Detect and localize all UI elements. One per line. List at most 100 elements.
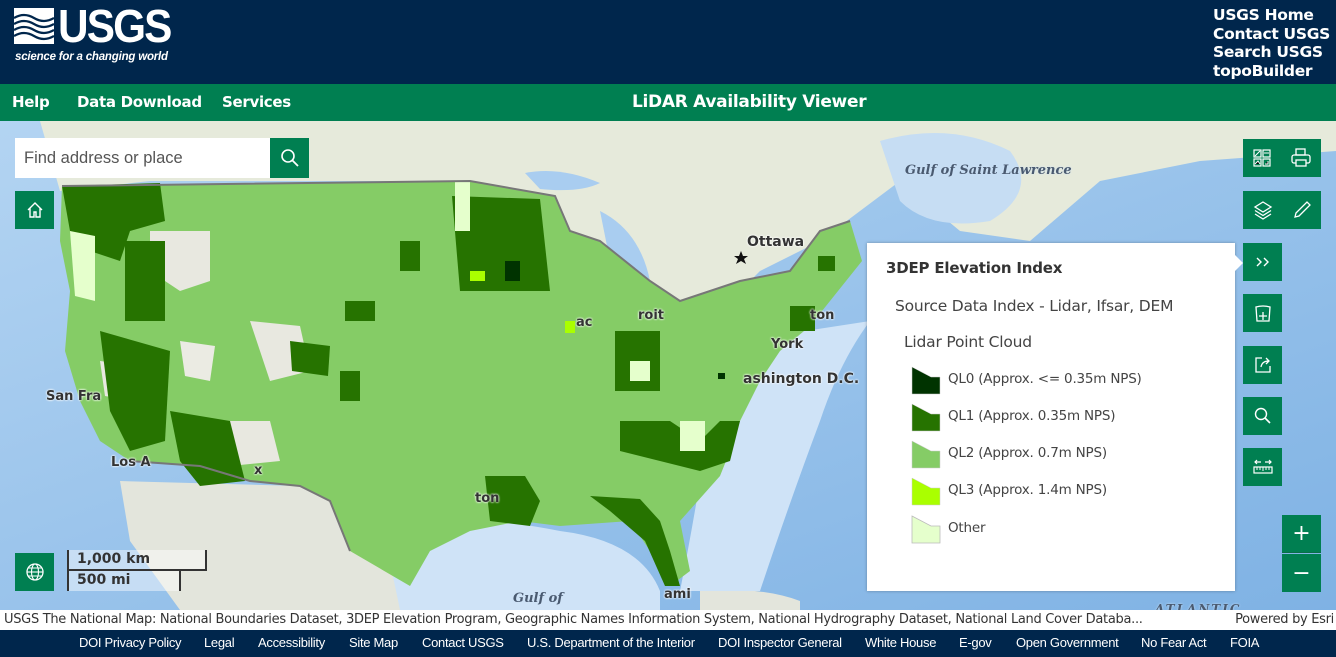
basemap-gallery-icon bbox=[1253, 149, 1271, 167]
share-icon bbox=[1254, 357, 1271, 373]
search-button[interactable] bbox=[270, 138, 309, 178]
legend-layer-name: Source Data Index - Lidar, Ifsar, DEM bbox=[895, 297, 1174, 315]
plus-icon: + bbox=[1292, 521, 1311, 546]
footer-link-us-department-interior[interactable]: U.S. Department of the Interior bbox=[527, 635, 695, 650]
legend-item-ql1: QL1 (Approx. 0.35m NPS) bbox=[911, 402, 1221, 432]
legend-item-ql0: QL0 (Approx. <= 0.35m NPS) bbox=[911, 365, 1221, 395]
legend-swatch-ql3-icon bbox=[911, 477, 941, 506]
basemap-gallery-button[interactable] bbox=[1252, 148, 1272, 168]
ruler-icon bbox=[1252, 459, 1273, 474]
footer-link-accessibility[interactable]: Accessibility bbox=[258, 635, 325, 650]
map-label-los-angeles: Los A bbox=[111, 455, 151, 470]
tool-group-2 bbox=[1243, 191, 1321, 229]
map-label-gulf-saint-lawrence: Gulf of Saint Lawrence bbox=[905, 163, 1072, 178]
zoom-in-button[interactable]: + bbox=[1282, 515, 1321, 553]
legend-label: QL2 (Approx. 0.7m NPS) bbox=[948, 445, 1107, 461]
link-topobuilder[interactable]: topoBuilder bbox=[1213, 61, 1313, 80]
map-label-gulf-of-mexico: Gulf of bbox=[513, 591, 563, 606]
legend-label: Other bbox=[948, 520, 986, 536]
footer-link-legal[interactable]: Legal bbox=[204, 635, 235, 650]
map-label-chicago: ac bbox=[576, 315, 593, 330]
scale-imperial: 500 mi bbox=[67, 571, 181, 591]
map-label-washington: ashington D.C. bbox=[743, 371, 860, 387]
legend-swatch-ql1-icon bbox=[911, 403, 941, 432]
link-usgs-home[interactable]: USGS Home bbox=[1213, 6, 1314, 24]
legend-swatch-ql0-icon bbox=[911, 366, 941, 395]
layers-button[interactable] bbox=[1252, 199, 1274, 221]
draw-button[interactable] bbox=[1291, 199, 1313, 221]
footer-link-foia[interactable]: FOIA bbox=[1230, 635, 1260, 650]
legend-sublayer-name: Lidar Point Cloud bbox=[904, 333, 1032, 351]
nav-help[interactable]: Help bbox=[12, 93, 50, 111]
footer-link-white-house[interactable]: White House bbox=[865, 635, 937, 650]
home-icon bbox=[27, 202, 42, 218]
add-layer-icon bbox=[1254, 305, 1271, 322]
search-icon bbox=[280, 149, 299, 167]
map-label-new-york: York bbox=[771, 337, 804, 352]
footer-link-open-government[interactable]: Open Government bbox=[1016, 635, 1119, 650]
link-search-usgs[interactable]: Search USGS bbox=[1213, 43, 1323, 61]
legend-swatch-other-icon bbox=[911, 515, 941, 544]
share-button[interactable] bbox=[1243, 346, 1282, 384]
tool-group-1 bbox=[1243, 139, 1321, 177]
home-button[interactable] bbox=[15, 191, 54, 229]
footer-link-e-gov[interactable]: E-gov bbox=[959, 635, 992, 650]
map-attribution: USGS The National Map: National Boundari… bbox=[0, 610, 1336, 630]
legend-title: 3DEP Elevation Index bbox=[886, 259, 1063, 277]
footer-link-doi-privacy-policy[interactable]: DOI Privacy Policy bbox=[79, 635, 182, 650]
app-title: LiDAR Availability Viewer bbox=[632, 92, 867, 112]
map-label-san-francisco: San Fra bbox=[46, 389, 102, 404]
map-label-atlantic: ATLANTIC bbox=[1155, 602, 1242, 610]
nav-services[interactable]: Services bbox=[222, 93, 291, 111]
search-widget bbox=[15, 138, 309, 178]
search-layers-button[interactable] bbox=[1243, 397, 1282, 435]
print-icon bbox=[1291, 148, 1311, 167]
zoom-out-button[interactable]: − bbox=[1282, 554, 1321, 592]
globe-icon bbox=[25, 563, 44, 581]
usgs-logo[interactable]: USGS science for a changing world bbox=[14, 2, 174, 68]
legend-label: QL1 (Approx. 0.35m NPS) bbox=[948, 408, 1116, 424]
legend-label: QL3 (Approx. 1.4m NPS) bbox=[948, 482, 1107, 498]
legend-item-ql2: QL2 (Approx. 0.7m NPS) bbox=[911, 439, 1221, 469]
basemap-toggle-button[interactable] bbox=[15, 553, 54, 591]
measure-button[interactable] bbox=[1243, 448, 1282, 486]
double-chevron-right-icon bbox=[1256, 257, 1269, 267]
print-button[interactable] bbox=[1290, 147, 1312, 169]
footer-link-site-map[interactable]: Site Map bbox=[349, 635, 398, 650]
link-contact-usgs[interactable]: Contact USGS bbox=[1213, 24, 1330, 43]
logo-tagline: science for a changing world bbox=[15, 51, 168, 63]
map-label-ottawa: Ottawa bbox=[747, 234, 805, 250]
legend-label: QL0 (Approx. <= 0.35m NPS) bbox=[948, 371, 1142, 387]
powered-by-esri[interactable]: Powered by Esri bbox=[1229, 610, 1334, 630]
footer-link-doi-inspector-general[interactable]: DOI Inspector General bbox=[718, 635, 842, 650]
map-label-boston: ton bbox=[810, 308, 835, 323]
logo-text: USGS bbox=[58, 0, 172, 52]
scale-bar: 1,000 km 500 mi bbox=[67, 550, 209, 592]
map-label-detroit: roit bbox=[638, 308, 665, 323]
header-links: USGS Home Contact USGS Search USGS topoB… bbox=[1213, 6, 1330, 80]
nav-data-download[interactable]: Data Download bbox=[77, 93, 202, 111]
legend-panel: 3DEP Elevation Index Source Data Index -… bbox=[867, 243, 1243, 591]
map-view[interactable]: Ottawa Gulf of Saint Lawrence ton York a… bbox=[0, 121, 1336, 610]
legend-swatch-ql2-icon bbox=[911, 440, 941, 469]
minus-icon: − bbox=[1292, 560, 1311, 586]
site-footer: DOI Privacy Policy Legal Accessibility S… bbox=[0, 630, 1336, 657]
footer-link-contact-usgs[interactable]: Contact USGS bbox=[422, 635, 504, 650]
layers-icon bbox=[1253, 201, 1272, 220]
legend-pointer bbox=[1235, 255, 1243, 271]
map-label-miami: ami bbox=[664, 587, 691, 602]
scale-metric-label: 1,000 km bbox=[77, 551, 151, 567]
map-label-houston: ton bbox=[475, 491, 500, 506]
map-label-phoenix: x bbox=[254, 463, 263, 478]
add-data-button[interactable] bbox=[1243, 294, 1282, 332]
usgs-wave-icon bbox=[14, 8, 54, 44]
footer-link-no-fear-act[interactable]: No Fear Act bbox=[1141, 635, 1207, 650]
search-input[interactable] bbox=[15, 138, 270, 178]
app-navbar: Help Data Download Services LiDAR Availa… bbox=[0, 84, 1336, 121]
pencil-icon bbox=[1293, 201, 1311, 218]
usgs-header: USGS science for a changing world USGS H… bbox=[0, 0, 1336, 84]
attribution-text: USGS The National Map: National Boundari… bbox=[4, 612, 1143, 627]
scale-imperial-label: 500 mi bbox=[77, 572, 131, 588]
legend-item-other: Other bbox=[911, 514, 1221, 544]
expand-legend-button[interactable] bbox=[1243, 243, 1282, 281]
